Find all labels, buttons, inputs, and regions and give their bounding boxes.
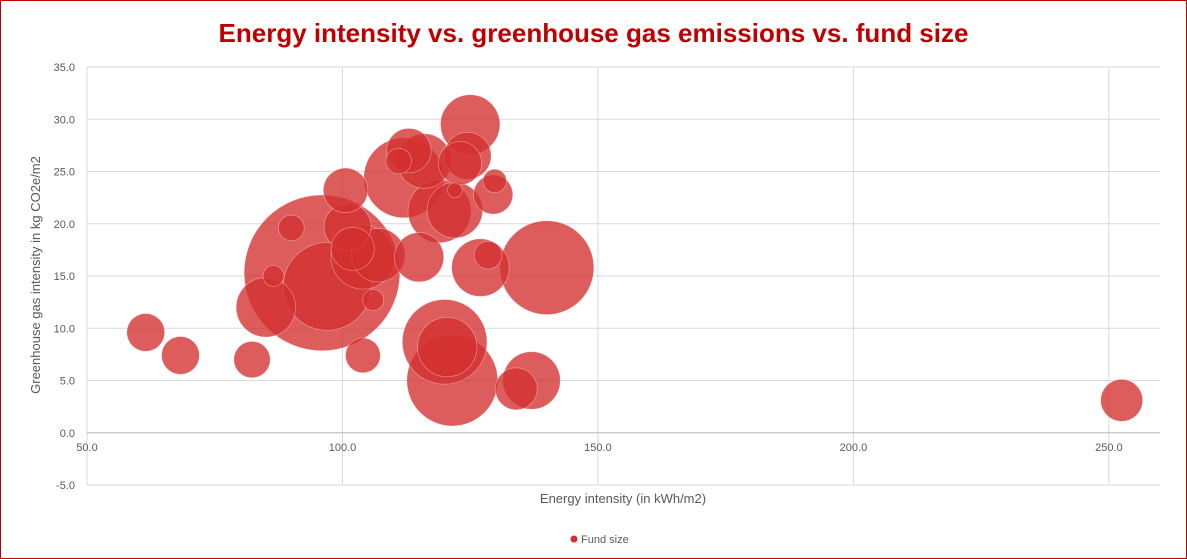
- bubble-point: [330, 226, 375, 271]
- y-tick-label: 10.0: [54, 323, 75, 335]
- y-axis-label: Greenhouse gas intensity in kg CO2e/m2: [28, 156, 43, 394]
- bubble-series: [126, 94, 1144, 427]
- bubble-point: [437, 141, 483, 186]
- bubble-point: [473, 240, 503, 270]
- bubble-point: [262, 265, 285, 287]
- bubble-point: [278, 214, 305, 242]
- y-tick-labels: -5.0 0.0 5.0 10.0 15.0 20.0 25.0 30.0 35.0: [54, 62, 75, 492]
- y-tick-label: 35.0: [54, 62, 75, 74]
- legend-label: Fund size: [581, 534, 629, 546]
- legend-marker: [570, 535, 578, 543]
- legend: Fund size: [570, 534, 629, 546]
- x-tick-label: 50.0: [76, 442, 97, 454]
- bubble-point: [417, 316, 478, 378]
- x-axis-label: Energy intensity (in kWh/m2): [540, 491, 706, 506]
- x-tick-labels: 50.0 100.0 150.0 200.0 250.0: [76, 442, 1122, 454]
- y-tick-label: 25.0: [54, 167, 75, 179]
- bubble-point: [126, 313, 166, 352]
- bubble-point: [499, 220, 595, 315]
- bubble-point: [362, 289, 385, 311]
- bubble-point: [394, 232, 445, 283]
- bubble-point: [322, 167, 369, 213]
- bubble-point: [1100, 378, 1144, 422]
- bubble-point: [233, 341, 271, 379]
- bubble-point: [447, 182, 463, 199]
- y-tick-label: 5.0: [60, 376, 75, 388]
- x-tick-label: 100.0: [329, 442, 357, 454]
- bubble-point: [161, 336, 200, 375]
- x-tick-label: 250.0: [1095, 442, 1123, 454]
- y-tick-label: 20.0: [54, 219, 75, 231]
- bubble-point: [345, 337, 381, 374]
- y-tick-label: -5.0: [56, 480, 75, 492]
- bubble-point: [385, 147, 412, 175]
- bubble-point: [235, 277, 296, 338]
- x-tick-label: 150.0: [584, 442, 612, 454]
- bubble-point: [494, 367, 538, 411]
- chart-title: Energy intensity vs. greenhouse gas emis…: [218, 18, 969, 48]
- bubble-point: [482, 168, 507, 194]
- y-tick-label: 0.0: [60, 428, 75, 440]
- y-tick-label: 15.0: [54, 271, 75, 283]
- y-tick-label: 30.0: [54, 114, 75, 126]
- x-tick-label: 200.0: [840, 442, 868, 454]
